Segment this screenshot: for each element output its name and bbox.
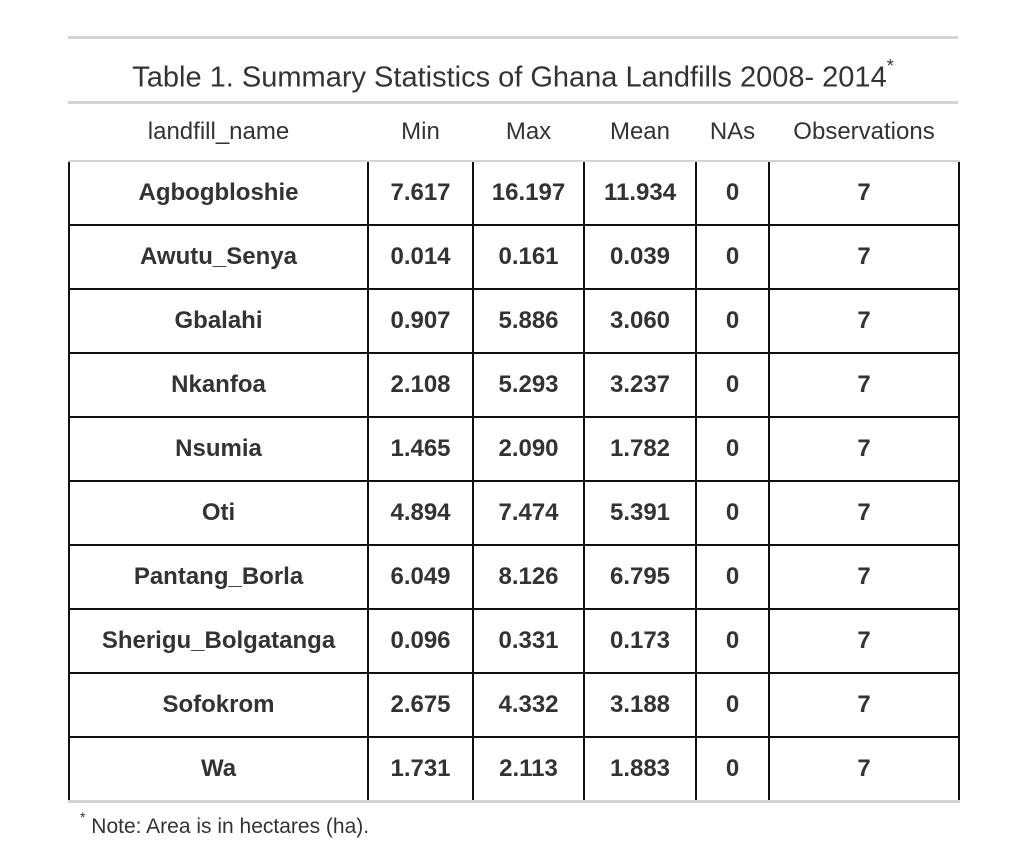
cell-min: 0.014: [367, 225, 474, 290]
cell-observations: 7: [768, 289, 960, 354]
cell-mean: 11.934: [583, 160, 697, 226]
cell-mean: 3.237: [583, 353, 697, 418]
cell-mean: 0.173: [583, 609, 697, 674]
table-row: Nsumia 1.465 2.090 1.782 0 7: [68, 417, 960, 482]
cell-min: 4.894: [367, 481, 474, 546]
caption-footnote-mark: *: [886, 56, 894, 76]
table-row: Oti 4.894 7.474 5.391 0 7: [68, 481, 960, 546]
cell-mean: 1.782: [583, 417, 697, 482]
table-header: landfill_name Min Max Mean NAs Observati…: [69, 104, 959, 162]
cell-max: 16.197: [472, 160, 585, 226]
table-row: Gbalahi 0.907 5.886 3.060 0 7: [68, 289, 960, 354]
cell-observations: 7: [768, 160, 960, 226]
cell-min: 0.096: [367, 609, 474, 674]
table-row: Awutu_Senya 0.014 0.161 0.039 0 7: [68, 225, 960, 290]
cell-observations: 7: [768, 609, 960, 674]
cell-nas: 0: [695, 481, 770, 546]
cell-mean: 6.795: [583, 545, 697, 610]
column-header-observations: Observations: [769, 104, 959, 162]
cell-min: 2.675: [367, 673, 474, 738]
cell-landfill-name: Wa: [68, 737, 369, 803]
cell-nas: 0: [695, 609, 770, 674]
cell-min: 1.731: [367, 737, 474, 803]
cell-max: 0.161: [472, 225, 585, 290]
cell-mean: 3.188: [583, 673, 697, 738]
cell-max: 2.113: [472, 737, 585, 803]
cell-min: 1.465: [367, 417, 474, 482]
cell-landfill-name: Sofokrom: [68, 673, 369, 738]
cell-observations: 7: [768, 481, 960, 546]
cell-landfill-name: Agbogbloshie: [68, 160, 369, 226]
cell-landfill-name: Oti: [68, 481, 369, 546]
cell-landfill-name: Sherigu_Bolgatanga: [68, 609, 369, 674]
summary-table-container: Table 1. Summary Statistics of Ghana Lan…: [68, 36, 960, 803]
column-header-mean: Mean: [584, 104, 696, 162]
cell-min: 2.108: [367, 353, 474, 418]
cell-observations: 7: [768, 737, 960, 803]
cell-nas: 0: [695, 737, 770, 803]
cell-max: 5.886: [472, 289, 585, 354]
table-body: Agbogbloshie 7.617 16.197 11.934 0 7 Awu…: [68, 160, 960, 803]
table-row: Pantang_Borla 6.049 8.126 6.795 0 7: [68, 545, 960, 610]
cell-min: 7.617: [367, 160, 474, 226]
cell-max: 0.331: [472, 609, 585, 674]
cell-max: 2.090: [472, 417, 585, 482]
footnote-text: Note: Area is in hectares (ha).: [85, 815, 370, 838]
cell-observations: 7: [768, 673, 960, 738]
table-row: Nkanfoa 2.108 5.293 3.237 0 7: [68, 353, 960, 418]
cell-max: 4.332: [472, 673, 585, 738]
column-header-landfill-name: landfill_name: [69, 104, 368, 162]
cell-observations: 7: [768, 545, 960, 610]
cell-nas: 0: [695, 417, 770, 482]
cell-mean: 0.039: [583, 225, 697, 290]
cell-nas: 0: [695, 673, 770, 738]
column-header-nas: NAs: [696, 104, 769, 162]
cell-nas: 0: [695, 353, 770, 418]
caption-rule: [68, 101, 958, 104]
cell-landfill-name: Pantang_Borla: [68, 545, 369, 610]
table-caption: Table 1. Summary Statistics of Ghana Lan…: [68, 39, 958, 101]
cell-landfill-name: Awutu_Senya: [68, 225, 369, 290]
summary-table: landfill_name Min Max Mean NAs Observati…: [68, 104, 960, 803]
footnote-mark: *: [80, 809, 86, 825]
cell-nas: 0: [695, 289, 770, 354]
table-footnote: * Note: Area is in hectares (ha).: [80, 809, 370, 839]
column-header-min: Min: [368, 104, 473, 162]
cell-max: 7.474: [472, 481, 585, 546]
cell-min: 0.907: [367, 289, 474, 354]
column-header-max: Max: [473, 104, 584, 162]
header-row: landfill_name Min Max Mean NAs Observati…: [69, 104, 959, 162]
cell-nas: 0: [695, 160, 770, 226]
table-row: Wa 1.731 2.113 1.883 0 7: [68, 737, 960, 803]
table-row: Sherigu_Bolgatanga 0.096 0.331 0.173 0 7: [68, 609, 960, 674]
cell-nas: 0: [695, 225, 770, 290]
cell-min: 6.049: [367, 545, 474, 610]
top-rule: [68, 36, 958, 39]
cell-nas: 0: [695, 545, 770, 610]
cell-max: 8.126: [472, 545, 585, 610]
cell-max: 5.293: [472, 353, 585, 418]
cell-observations: 7: [768, 353, 960, 418]
cell-landfill-name: Nkanfoa: [68, 353, 369, 418]
table-row: Agbogbloshie 7.617 16.197 11.934 0 7: [68, 160, 960, 226]
table-row: Sofokrom 2.675 4.332 3.188 0 7: [68, 673, 960, 738]
cell-observations: 7: [768, 417, 960, 482]
cell-mean: 3.060: [583, 289, 697, 354]
cell-mean: 5.391: [583, 481, 697, 546]
cell-observations: 7: [768, 225, 960, 290]
cell-mean: 1.883: [583, 737, 697, 803]
cell-landfill-name: Nsumia: [68, 417, 369, 482]
caption-text: Table 1. Summary Statistics of Ghana Lan…: [132, 61, 887, 94]
cell-landfill-name: Gbalahi: [68, 289, 369, 354]
